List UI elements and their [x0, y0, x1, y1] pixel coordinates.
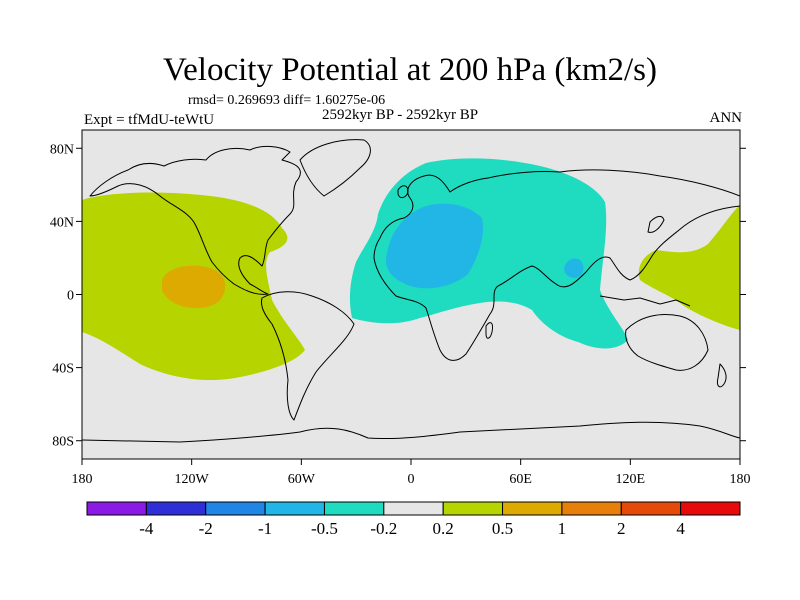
lon-tick-label: 0: [408, 472, 415, 487]
axis-tick-labels: 80N 40N 0 40S 80S 180 120W 60W 0 60E 120E 180: [50, 142, 751, 487]
colorbar-swatch: [86, 501, 147, 516]
colorbar-swatch: [145, 501, 207, 516]
colorbar: [86, 501, 741, 516]
british-isles-coastline: [397, 185, 409, 199]
colorbar-label: 0.5: [491, 519, 514, 538]
lon-tick-label: 60E: [509, 472, 532, 487]
period-label: 2592kyr BP - 2592kyr BP: [322, 107, 479, 123]
maritime-continent-coastline: [599, 295, 691, 307]
colorbar-swatch: [620, 501, 682, 516]
colorbar-label: 0.2: [432, 519, 454, 538]
lat-tick-label: 0: [67, 289, 74, 304]
lon-tick-label: 120E: [616, 472, 646, 487]
colorbar-swatch: [680, 501, 741, 516]
lat-tick-label: 40N: [50, 215, 74, 230]
japan-coastline: [647, 215, 665, 233]
lat-tick-label: 80S: [52, 435, 74, 450]
lat-tick-label: 80N: [50, 142, 74, 157]
statistics-label: rmsd= 0.269693 diff= 1.60275e-06: [188, 93, 386, 108]
colorbar-swatch: [561, 501, 622, 516]
madagascar-coastline: [485, 322, 493, 339]
colorbar-swatch: [502, 501, 563, 516]
colorbar-label: -0.2: [370, 519, 398, 538]
africa-mediterranean-core: [386, 203, 484, 289]
afro-eurasian-negative-anomaly: [349, 158, 628, 349]
experiment-label: Expt = tfMdU-teWtU: [84, 112, 215, 128]
colorbar-swatch: [323, 501, 385, 516]
colorbar-label: 2: [617, 519, 626, 538]
antarctica-coastline: [82, 421, 740, 443]
colorbar-label: 4: [676, 519, 685, 538]
colorbar-label: -1: [257, 519, 273, 538]
lon-tick-label: 180: [730, 472, 751, 487]
lat-tick-label: 40S: [52, 362, 74, 377]
afro-eurasia-coastline: [373, 169, 740, 361]
lon-tick-label: 60W: [288, 472, 316, 487]
colorbar-swatch: [442, 501, 504, 516]
colorbar-swatch: [264, 501, 325, 516]
australia-coastline: [625, 314, 709, 371]
colorbar-swatch: [205, 501, 266, 516]
colorbar-label: -0.5: [310, 519, 338, 538]
west-pacific-positive-anomaly: [638, 205, 740, 330]
south-america-coastline: [261, 291, 355, 421]
lon-tick-label: 180: [72, 472, 93, 487]
north-america-coastline: [89, 145, 301, 295]
lon-tick-label: 120W: [175, 472, 210, 487]
chart-title: Velocity Potential at 200 hPa (km2/s): [162, 52, 658, 88]
greenland-coastline: [299, 139, 371, 197]
colorbar-label: -2: [198, 519, 213, 538]
axis-ticks: [76, 147, 746, 465]
anomaly-fields: [82, 158, 740, 381]
coastlines: [82, 139, 740, 443]
new-zealand-coastline: [717, 363, 727, 388]
india-core: [564, 258, 584, 278]
colorbar-swatch: [383, 501, 444, 516]
season-label: ANN: [709, 110, 743, 126]
pacific-core-anomaly: [162, 265, 226, 308]
colorbar-label: -4: [139, 519, 154, 538]
colorbar-label: 1: [557, 519, 567, 538]
